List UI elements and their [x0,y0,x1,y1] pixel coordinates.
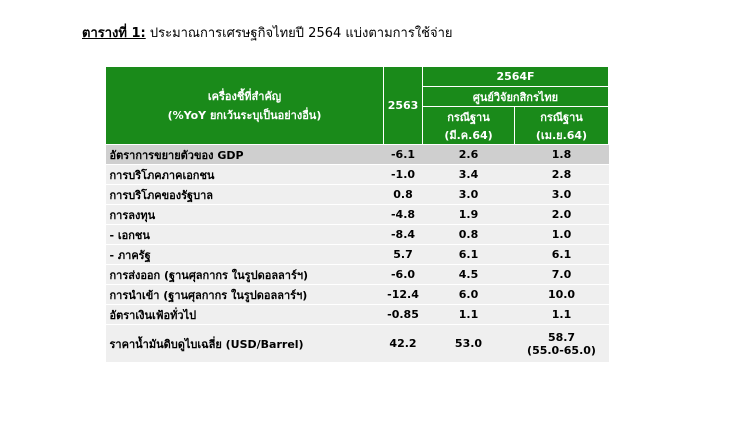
table-caption-number: ตารางที่ 1: [82,26,146,41]
value-mar64: 6.1 [422,244,515,265]
indicator-header-line2: (%YoY ยกเว้นระบุเป็นอย่างอื่น) [167,108,322,122]
row-label: การบริโภคของรัฐบาล [105,184,384,205]
value-apr64: 7.0 [514,264,609,285]
value-mar64: 0.8 [422,224,515,245]
value-mar64: 1.1 [422,304,515,325]
row-label: - เอกชน [105,224,384,245]
economic-forecast-table: เครื่องชี้ที่สำคัญ (%YoY ยกเว้นระบุเป็นอ… [105,66,610,363]
scenario-march-line2: (มี.ค.64) [444,128,493,142]
value-mar64: 1.9 [422,204,515,225]
row-label: การส่งออก (ฐานศุลกากร ในรูปดอลลาร์ฯ) [105,264,384,285]
year-2563-header: 2563 [383,66,423,145]
table-caption-text: ประมาณการเศรษฐกิจไทยปี 2564 แบ่งตามการใช… [145,26,453,41]
year-2564f-header: 2564F [421,66,610,87]
scenario-april-line2: (เม.ย.64) [535,128,588,142]
row-label: อัตราการขยายตัวของ GDP [105,144,384,165]
value-2563: -1.0 [383,164,423,185]
value-mar64: 3.0 [422,184,515,205]
indicator-column-header: เครื่องชี้ที่สำคัญ (%YoY ยกเว้นระบุเป็นอ… [105,66,384,145]
value-apr64: 1.8 [514,144,609,165]
value-mar64: 2.6 [422,144,515,165]
value-2563: 42.2 [383,324,423,363]
value-2563: -0.85 [383,304,423,325]
row-label: การนำเข้า (ฐานศุลกากร ในรูปดอลลาร์ฯ) [105,284,384,305]
table-row: อัตราเงินเฟ้อทั่วไป -0.85 1.1 1.1 [105,304,609,325]
value-apr64: 1.0 [514,224,609,245]
scenario-march-line1: กรณีฐาน [447,110,490,124]
scenario-april-line1: กรณีฐาน [540,110,583,124]
value-2563: 0.8 [383,184,423,205]
value-apr64-point: 58.7 [547,330,576,344]
value-2563: -4.8 [383,204,423,225]
row-label: การลงทุน [105,204,384,225]
table-row: การนำเข้า (ฐานศุลกากร ในรูปดอลลาร์ฯ) -12.… [105,284,609,305]
row-label: อัตราเงินเฟ้อทั่วไป [105,304,384,325]
value-mar64: 53.0 [422,324,515,363]
value-apr64: 3.0 [514,184,609,205]
row-label: การบริโภคภาคเอกชน [105,164,384,185]
value-2563: -8.4 [383,224,423,245]
value-apr64-range: (55.0-65.0) [527,343,596,357]
table-row: - ภาครัฐ 5.7 6.1 6.1 [105,244,609,265]
value-2563: -6.1 [383,144,423,165]
value-apr64: 2.8 [514,164,609,185]
value-apr64: 10.0 [514,284,609,305]
table-row: การส่งออก (ฐานศุลกากร ในรูปดอลลาร์ฯ) -6.0… [105,264,609,285]
value-mar64: 3.4 [422,164,515,185]
scenario-april-header: กรณีฐาน (เม.ย.64) [513,106,610,145]
value-apr64: 2.0 [514,204,609,225]
value-apr64: 1.1 [514,304,609,325]
value-mar64: 6.0 [422,284,515,305]
value-2563: -12.4 [383,284,423,305]
value-2563: 5.7 [383,244,423,265]
indicator-header-line1: เครื่องชี้ที่สำคัญ [207,89,282,103]
value-apr64: 6.1 [514,244,609,265]
table-row: การบริโภคของรัฐบาล 0.8 3.0 3.0 [105,184,609,205]
table-row: - เอกชน -8.4 0.8 1.0 [105,224,609,245]
value-2563: -6.0 [383,264,423,285]
scenario-march-header: กรณีฐาน (มี.ค.64) [422,106,515,145]
table-row: การบริโภคภาคเอกชน -1.0 3.4 2.8 [105,164,609,185]
value-mar64: 4.5 [422,264,515,285]
row-label: ราคาน้ำมันดิบดูไบเฉลี่ย (USD/Barrel) [105,324,384,363]
table-row-oil-price: ราคาน้ำมันดิบดูไบเฉลี่ย (USD/Barrel) 42.2… [105,324,609,363]
table-row: การลงทุน -4.8 1.9 2.0 [105,204,609,225]
table-row: อัตราการขยายตัวของ GDP -6.1 2.6 1.8 [105,144,609,165]
row-label: - ภาครัฐ [105,244,384,265]
table-caption: ตารางที่ 1: ประมาณการเศรษฐกิจไทยปี 2564 … [82,22,453,43]
value-apr64: 58.7 (55.0-65.0) [514,324,609,363]
source-header: ศูนย์วิจัยกสิกรไทย [421,86,610,107]
